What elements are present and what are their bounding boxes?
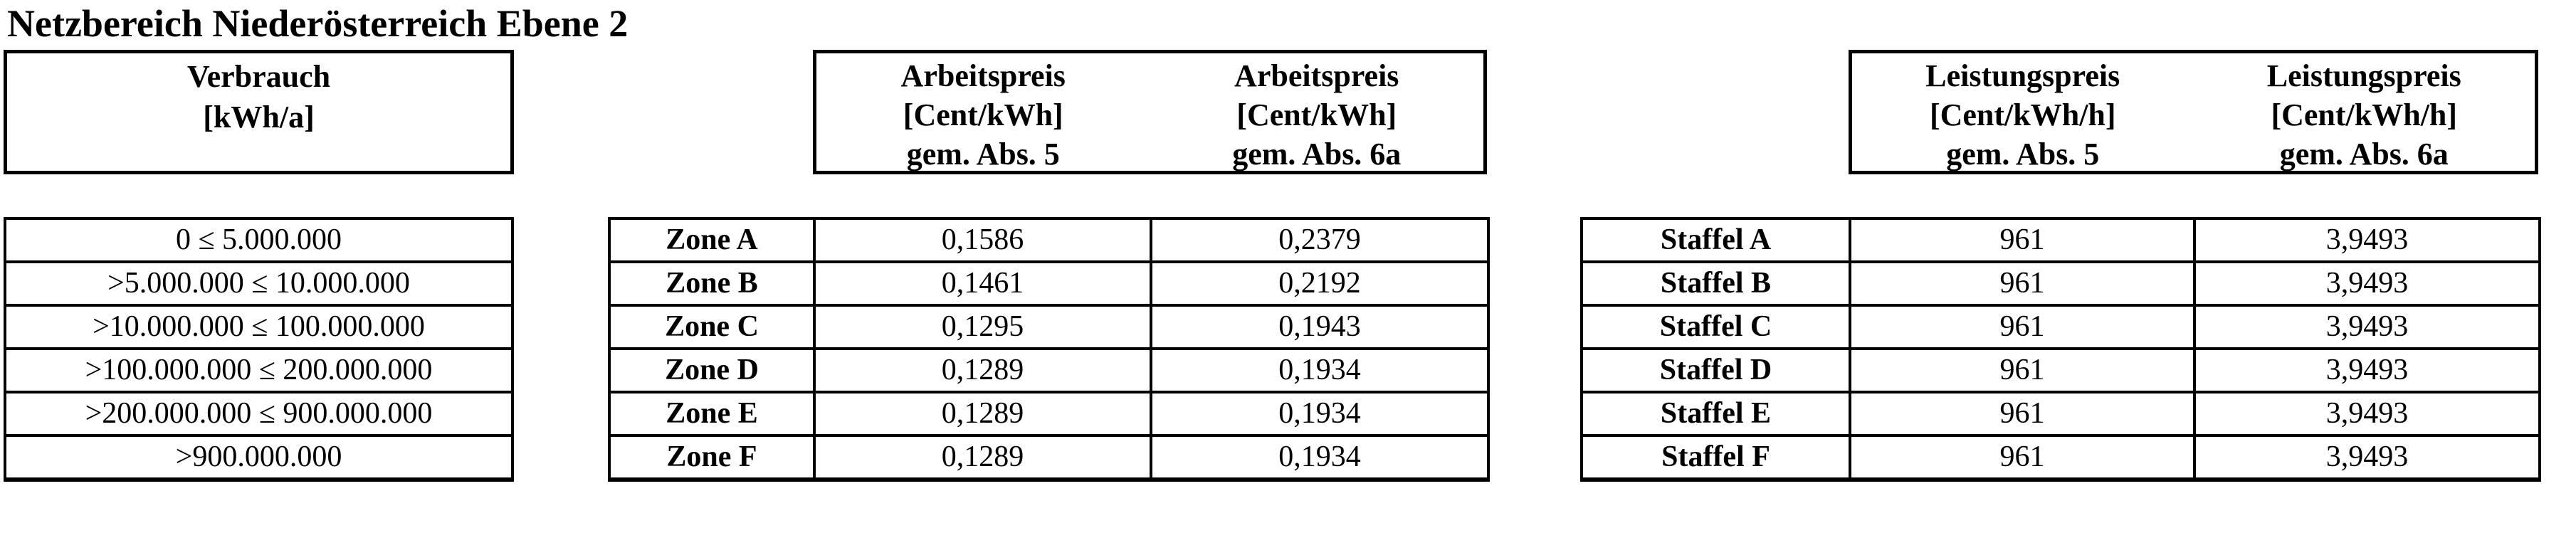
table-row: Zone E 0,1289 0,1934 xyxy=(608,391,1490,437)
arbeitspreis-abs5-cell: 0,1289 xyxy=(813,391,1152,437)
arbeitspreis-abs6a-line3: gem. Abs. 6a xyxy=(1232,137,1402,171)
arbeitspreis-abs6a-cell: 0,1934 xyxy=(1150,434,1490,482)
table-row: Zone B 0,1461 0,2192 xyxy=(608,260,1490,307)
table-row: Zone C 0,1295 0,1943 xyxy=(608,304,1490,350)
table-row: >900.000.000 xyxy=(4,434,514,482)
zone-label-cell: Zone D xyxy=(608,347,816,393)
verbrauch-header-box: Verbrauch [kWh/a] xyxy=(4,50,514,174)
verbrauch-range-cell: >900.000.000 xyxy=(4,434,514,482)
arbeitspreis-abs5-cell: 0,1295 xyxy=(813,304,1152,350)
table-row: >100.000.000 ≤ 200.000.000 xyxy=(4,347,514,393)
leistungspreis-abs5-line3: gem. Abs. 5 xyxy=(1946,137,2100,171)
table-row: Zone F 0,1289 0,1934 xyxy=(608,434,1490,482)
verbrauch-range-cell: >5.000.000 ≤ 10.000.000 xyxy=(4,260,514,307)
arbeitspreis-abs6a-cell: 0,1943 xyxy=(1150,304,1490,350)
table-row: 0 ≤ 5.000.000 xyxy=(4,217,514,263)
leistungspreis-abs6a-cell: 3,9493 xyxy=(2193,260,2541,307)
leistungspreis-header-abs6a: Leistungspreis [Cent/kWh/h] gem. Abs. 6a xyxy=(2194,53,2535,171)
table-row: >10.000.000 ≤ 100.000.000 xyxy=(4,304,514,350)
staffel-label-cell: Staffel D xyxy=(1580,347,1851,393)
table-row: >200.000.000 ≤ 900.000.000 xyxy=(4,391,514,437)
arbeitspreis-header-abs6a: Arbeitspreis [Cent/kWh] gem. Abs. 6a xyxy=(1150,53,1484,171)
leistungspreis-abs6a-cell: 3,9493 xyxy=(2193,391,2541,437)
leistungspreis-abs5-cell: 961 xyxy=(1849,391,2196,437)
arbeitspreis-header-abs5: Arbeitspreis [Cent/kWh] gem. Abs. 5 xyxy=(816,53,1150,171)
leistungspreis-abs6a-line3: gem. Abs. 6a xyxy=(2279,137,2449,171)
leistungspreis-abs5-cell: 961 xyxy=(1849,434,2196,482)
staffel-label-cell: Staffel B xyxy=(1580,260,1851,307)
table-row: Zone D 0,1289 0,1934 xyxy=(608,347,1490,393)
zone-label-cell: Zone C xyxy=(608,304,816,350)
arbeitspreis-abs5-line2: [Cent/kWh] xyxy=(903,97,1063,132)
leistungspreis-abs5-cell: 961 xyxy=(1849,217,2196,263)
staffel-label-cell: Staffel E xyxy=(1580,391,1851,437)
table-row: >5.000.000 ≤ 10.000.000 xyxy=(4,260,514,307)
verbrauch-header-line2: [kWh/a] xyxy=(203,100,315,134)
arbeitspreis-abs5-line3: gem. Abs. 5 xyxy=(906,137,1060,171)
verbrauch-range-cell: >200.000.000 ≤ 900.000.000 xyxy=(4,391,514,437)
staffel-label-cell: Staffel F xyxy=(1580,434,1851,482)
arbeitspreis-abs5-cell: 0,1586 xyxy=(813,217,1152,263)
arbeitspreis-abs6a-cell: 0,1934 xyxy=(1150,391,1490,437)
leistungspreis-abs6a-cell: 3,9493 xyxy=(2193,217,2541,263)
staffel-label-cell: Staffel C xyxy=(1580,304,1851,350)
table-row: Staffel F 961 3,9493 xyxy=(1580,434,2541,482)
arbeitspreis-abs5-cell: 0,1289 xyxy=(813,434,1152,482)
leistungspreis-abs5-cell: 961 xyxy=(1849,347,2196,393)
leistungspreis-abs6a-cell: 3,9493 xyxy=(2193,434,2541,482)
table-row: Staffel B 961 3,9493 xyxy=(1580,260,2541,307)
verbrauch-range-cell: >100.000.000 ≤ 200.000.000 xyxy=(4,347,514,393)
arbeitspreis-abs6a-line2: [Cent/kWh] xyxy=(1236,97,1397,132)
zone-label-cell: Zone F xyxy=(608,434,816,482)
leistungspreis-table: Staffel A 961 3,9493 Staffel B 961 3,949… xyxy=(1580,217,2541,482)
leistungspreis-header-box: Leistungspreis [Cent/kWh/h] gem. Abs. 5 … xyxy=(1849,50,2538,174)
table-row: Staffel D 961 3,9493 xyxy=(1580,347,2541,393)
zone-label-cell: Zone A xyxy=(608,217,816,263)
zone-label-cell: Zone E xyxy=(608,391,816,437)
arbeitspreis-abs6a-cell: 0,2192 xyxy=(1150,260,1490,307)
leistungspreis-abs6a-line2: [Cent/kWh/h] xyxy=(2271,97,2458,132)
leistungspreis-abs5-line1: Leistungspreis xyxy=(1925,58,2120,93)
verbrauch-table: 0 ≤ 5.000.000 >5.000.000 ≤ 10.000.000 >1… xyxy=(4,217,514,482)
arbeitspreis-abs6a-cell: 0,1934 xyxy=(1150,347,1490,393)
leistungspreis-abs5-cell: 961 xyxy=(1849,260,2196,307)
table-row: Staffel C 961 3,9493 xyxy=(1580,304,2541,350)
leistungspreis-abs6a-line1: Leistungspreis xyxy=(2266,58,2461,93)
arbeitspreis-abs5-cell: 0,1289 xyxy=(813,347,1152,393)
table-row: Staffel E 961 3,9493 xyxy=(1580,391,2541,437)
arbeitspreis-abs5-line1: Arbeitspreis xyxy=(900,58,1066,93)
table-row: Zone A 0,1586 0,2379 xyxy=(608,217,1490,263)
verbrauch-range-cell: >10.000.000 ≤ 100.000.000 xyxy=(4,304,514,350)
leistungspreis-abs5-line2: [Cent/kWh/h] xyxy=(1929,97,2116,132)
table-row: Staffel A 961 3,9493 xyxy=(1580,217,2541,263)
leistungspreis-abs5-cell: 961 xyxy=(1849,304,2196,350)
arbeitspreis-abs6a-cell: 0,2379 xyxy=(1150,217,1490,263)
leistungspreis-header-abs5: Leistungspreis [Cent/kWh/h] gem. Abs. 5 xyxy=(1852,53,2194,171)
arbeitspreis-abs5-cell: 0,1461 xyxy=(813,260,1152,307)
staffel-label-cell: Staffel A xyxy=(1580,217,1851,263)
verbrauch-range-cell: 0 ≤ 5.000.000 xyxy=(4,217,514,263)
verbrauch-header-line1: Verbrauch xyxy=(186,59,331,94)
leistungspreis-abs6a-cell: 3,9493 xyxy=(2193,347,2541,393)
page-title: Netzbereich Niederösterreich Ebene 2 xyxy=(7,2,629,45)
arbeitspreis-abs6a-line1: Arbeitspreis xyxy=(1234,58,1399,93)
arbeitspreis-header-box: Arbeitspreis [Cent/kWh] gem. Abs. 5 Arbe… xyxy=(813,50,1487,174)
zone-label-cell: Zone B xyxy=(608,260,816,307)
leistungspreis-abs6a-cell: 3,9493 xyxy=(2193,304,2541,350)
arbeitspreis-table: Zone A 0,1586 0,2379 Zone B 0,1461 0,219… xyxy=(608,217,1490,482)
